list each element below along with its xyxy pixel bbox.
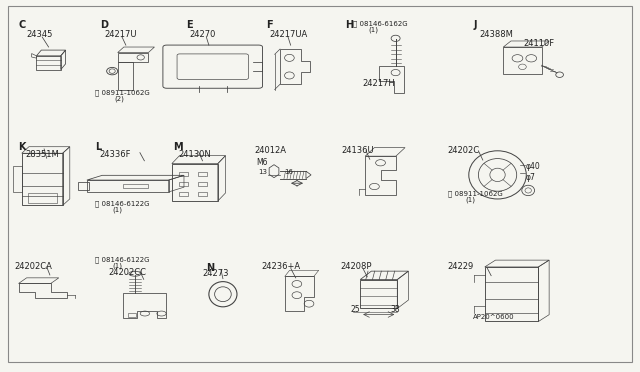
Bar (179, 172, 188, 176)
Text: J: J (473, 20, 477, 30)
Text: M: M (173, 141, 183, 151)
Text: Ⓑ 08146-6122G: Ⓑ 08146-6122G (95, 200, 150, 207)
Text: AP20^0600: AP20^0600 (473, 314, 515, 320)
Text: M6: M6 (256, 158, 268, 167)
Text: 24202CC: 24202CC (108, 268, 146, 277)
Bar (198, 182, 207, 186)
Text: (1): (1) (369, 27, 378, 33)
Text: 24012A: 24012A (255, 146, 287, 155)
Text: 16: 16 (284, 169, 293, 175)
Text: φ40: φ40 (525, 162, 540, 171)
Text: 24345: 24345 (26, 30, 52, 39)
Bar (77, 182, 89, 190)
Text: (1): (1) (466, 196, 476, 203)
Bar (123, 184, 148, 188)
Text: 24336F: 24336F (100, 150, 131, 159)
Text: 24217U: 24217U (105, 30, 138, 39)
Bar (172, 164, 218, 201)
Text: 24202C: 24202C (448, 146, 480, 155)
Bar (128, 313, 136, 317)
Text: 24136U: 24136U (341, 146, 374, 155)
Text: Ⓑ 08146-6162G: Ⓑ 08146-6162G (353, 20, 408, 26)
Text: 24130N: 24130N (178, 150, 211, 159)
Text: 24217UA: 24217UA (269, 30, 307, 39)
Text: 24110F: 24110F (523, 39, 554, 48)
Bar (22, 153, 63, 205)
Text: L: L (95, 141, 102, 151)
Text: 24273: 24273 (202, 269, 229, 278)
Text: 38: 38 (390, 305, 400, 314)
Text: Ⓑ 08146-6122G: Ⓑ 08146-6122G (95, 256, 150, 263)
Text: 24229: 24229 (448, 262, 474, 270)
Text: Ⓝ 08911-1062G: Ⓝ 08911-1062G (448, 190, 502, 197)
Text: Ⓝ 08911-1062G: Ⓝ 08911-1062G (95, 90, 150, 96)
Text: 24208P: 24208P (340, 262, 372, 270)
Text: H: H (346, 20, 354, 30)
Text: E: E (186, 20, 193, 30)
Bar (484, 267, 538, 321)
Text: (1): (1) (113, 262, 122, 269)
Text: (1): (1) (113, 206, 122, 212)
Text: 25: 25 (351, 305, 360, 314)
Text: 24270: 24270 (189, 30, 216, 39)
Text: 24236+A: 24236+A (261, 262, 300, 270)
Text: 28351M: 28351M (25, 150, 59, 159)
Text: 13: 13 (258, 169, 267, 175)
Bar (179, 192, 188, 196)
Text: D: D (100, 20, 108, 30)
Text: N: N (206, 263, 214, 273)
Bar (28, 193, 56, 203)
Bar (179, 182, 188, 186)
Text: (2): (2) (115, 96, 124, 102)
Bar (198, 172, 207, 176)
Bar (360, 280, 397, 308)
Text: K: K (19, 141, 26, 151)
Text: C: C (19, 20, 26, 30)
Bar (198, 192, 207, 196)
Text: 24202CA: 24202CA (15, 262, 52, 270)
Text: 24388M: 24388M (479, 30, 513, 39)
Text: F: F (266, 20, 273, 30)
Text: 24217H: 24217H (362, 78, 395, 87)
Text: φ7: φ7 (525, 173, 536, 182)
